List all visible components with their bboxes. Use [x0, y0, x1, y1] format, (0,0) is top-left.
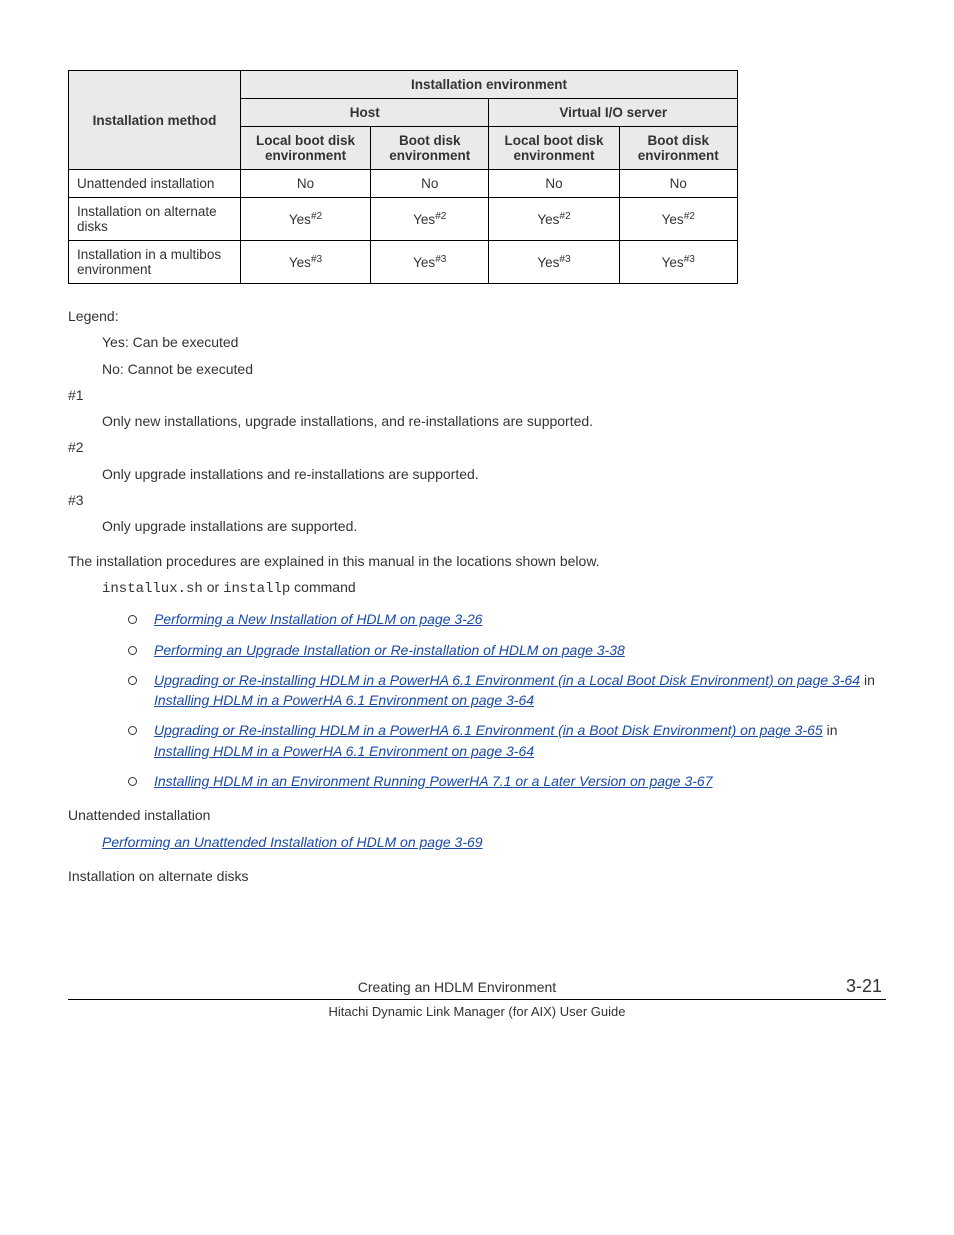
- col-host-boot-disk: Boot disk environment: [371, 127, 489, 170]
- footer-subtitle: Hitachi Dynamic Link Manager (for AIX) U…: [68, 1004, 886, 1019]
- link-list: Performing a New Installation of HDLM on…: [68, 609, 886, 791]
- cell: Yes#2: [619, 198, 737, 241]
- col-host-local-boot: Local boot disk environment: [241, 127, 371, 170]
- altdisk-title: Installation on alternate disks: [68, 866, 886, 886]
- command-installux: installux.sh: [102, 581, 203, 597]
- row-label: Installation in a multibos environment: [69, 241, 241, 284]
- table-row: Unattended installation No No No No: [69, 170, 738, 198]
- command-installp: installp: [223, 581, 290, 597]
- col-vio-boot-disk: Boot disk environment: [619, 127, 737, 170]
- cell: Yes#2: [371, 198, 489, 241]
- table-row: Installation on alternate disks Yes#2 Ye…: [69, 198, 738, 241]
- cell: No: [619, 170, 737, 198]
- legend-title: Legend:: [68, 306, 886, 326]
- link-unattended-install[interactable]: Performing an Unattended Installation of…: [102, 834, 483, 850]
- footnote-2-label: #2: [68, 437, 886, 457]
- col-vio-server: Virtual I/O server: [489, 99, 738, 127]
- link-upgrade-installation[interactable]: Performing an Upgrade Installation or Re…: [154, 642, 625, 658]
- col-vio-local-boot: Local boot disk environment: [489, 127, 619, 170]
- command-line: installux.sh or installp command: [68, 577, 886, 599]
- cell: Yes#3: [619, 241, 737, 284]
- page-footer: Creating an HDLM Environment 3-21: [68, 976, 886, 1000]
- list-item: Upgrading or Re-installing HDLM in a Pow…: [128, 670, 886, 711]
- cell: Yes#3: [241, 241, 371, 284]
- cell: No: [241, 170, 371, 198]
- link-powerha-local-boot[interactable]: Upgrading or Re-installing HDLM in a Pow…: [154, 672, 860, 688]
- list-item: Upgrading or Re-installing HDLM in a Pow…: [128, 720, 886, 761]
- unattended-title: Unattended installation: [68, 805, 886, 825]
- cell: No: [371, 170, 489, 198]
- row-label: Installation on alternate disks: [69, 198, 241, 241]
- list-item: Installing HDLM in an Environment Runnin…: [128, 771, 886, 791]
- col-host: Host: [241, 99, 489, 127]
- link-new-installation[interactable]: Performing a New Installation of HDLM on…: [154, 611, 482, 627]
- legend-no: No: Cannot be executed: [68, 359, 886, 379]
- cell: Yes#2: [241, 198, 371, 241]
- link-installing-powerha-61-b[interactable]: Installing HDLM in a PowerHA 6.1 Environ…: [154, 743, 534, 759]
- list-item: Performing an Upgrade Installation or Re…: [128, 640, 886, 660]
- procedures-intro: The installation procedures are explaine…: [68, 551, 886, 571]
- legend-yes: Yes: Can be executed: [68, 332, 886, 352]
- cell: No: [489, 170, 619, 198]
- footnote-3-label: #3: [68, 490, 886, 510]
- table-row: Installation in a multibos environment Y…: [69, 241, 738, 284]
- cell: Yes#3: [371, 241, 489, 284]
- footnote-1-label: #1: [68, 385, 886, 405]
- link-powerha-71[interactable]: Installing HDLM in an Environment Runnin…: [154, 773, 713, 789]
- footnote-2-text: Only upgrade installations and re-instal…: [68, 464, 886, 484]
- row-label: Unattended installation: [69, 170, 241, 198]
- cell: Yes#2: [489, 198, 619, 241]
- footer-title: Creating an HDLM Environment: [68, 979, 846, 995]
- list-item: Performing a New Installation of HDLM on…: [128, 609, 886, 629]
- footnote-3-text: Only upgrade installations are supported…: [68, 516, 886, 536]
- cell: Yes#3: [489, 241, 619, 284]
- page-number: 3-21: [846, 976, 886, 997]
- footnote-1-text: Only new installations, upgrade installa…: [68, 411, 886, 431]
- link-installing-powerha-61[interactable]: Installing HDLM in a PowerHA 6.1 Environ…: [154, 692, 534, 708]
- col-installation-environment: Installation environment: [241, 71, 738, 99]
- col-installation-method: Installation method: [69, 71, 241, 170]
- link-powerha-boot-disk[interactable]: Upgrading or Re-installing HDLM in a Pow…: [154, 722, 823, 738]
- installation-table: Installation method Installation environ…: [68, 70, 738, 284]
